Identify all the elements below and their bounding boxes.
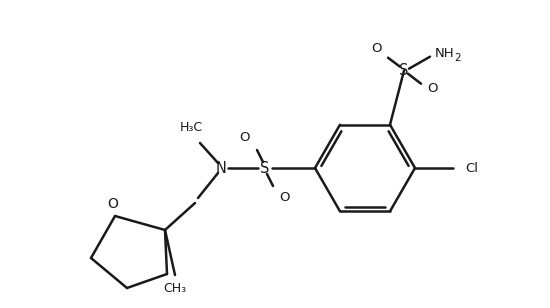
Text: H₃C: H₃C [179,120,202,133]
Text: NH: NH [435,47,455,60]
Text: S: S [260,160,270,176]
Text: N: N [216,160,227,176]
Text: CH₃: CH₃ [163,282,186,295]
Text: S: S [399,63,409,78]
Text: 2: 2 [454,53,461,63]
Text: O: O [240,131,250,144]
Text: O: O [279,191,289,204]
Text: O: O [371,42,381,55]
Text: O: O [108,197,118,211]
Text: O: O [428,82,438,95]
Text: Cl: Cl [465,161,478,175]
